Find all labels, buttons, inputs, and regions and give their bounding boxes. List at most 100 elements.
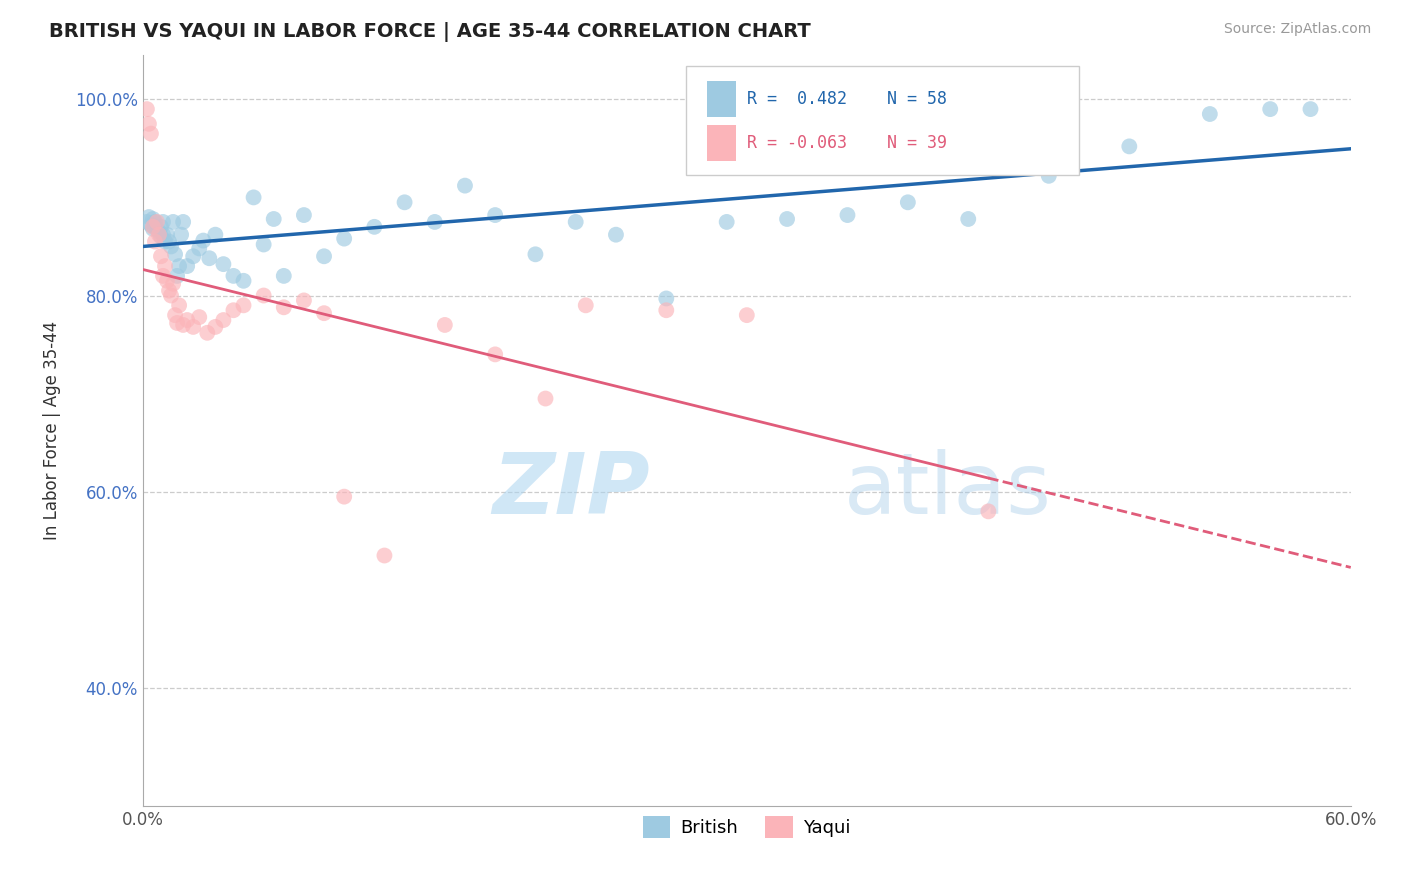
Point	[166, 316, 188, 330]
Point	[165, 308, 187, 322]
Point	[716, 215, 738, 229]
Point	[156, 227, 179, 242]
Point	[373, 549, 395, 563]
Point	[212, 257, 235, 271]
Point	[181, 319, 204, 334]
Point	[162, 277, 184, 291]
Point	[157, 284, 180, 298]
Point	[152, 227, 174, 242]
Point	[157, 235, 180, 249]
Point	[138, 210, 160, 224]
Point	[484, 208, 506, 222]
Point	[156, 274, 179, 288]
Point	[253, 237, 276, 252]
Point	[484, 347, 506, 361]
Text: ZIP: ZIP	[492, 449, 650, 532]
Bar	[707, 125, 735, 161]
Point	[222, 303, 245, 318]
Point	[1118, 139, 1140, 153]
Point	[150, 219, 173, 234]
Point	[139, 127, 162, 141]
Bar	[707, 81, 735, 118]
Point	[148, 225, 170, 239]
Point	[142, 219, 165, 234]
Text: Source: ZipAtlas.com: Source: ZipAtlas.com	[1223, 22, 1371, 37]
Point	[605, 227, 627, 242]
Point	[655, 292, 678, 306]
Point	[146, 222, 169, 236]
Point	[153, 259, 176, 273]
Point	[162, 215, 184, 229]
FancyBboxPatch shape	[686, 66, 1078, 175]
Point	[176, 313, 198, 327]
Point	[139, 218, 162, 232]
Point	[534, 392, 557, 406]
Point	[524, 247, 547, 261]
Point	[394, 195, 416, 210]
Point	[167, 259, 190, 273]
Text: atlas: atlas	[844, 449, 1052, 532]
Point	[977, 504, 1000, 518]
Point	[232, 298, 254, 312]
Point	[655, 303, 678, 318]
Point	[1198, 107, 1220, 121]
Point	[423, 215, 446, 229]
Text: R = -0.063    N = 39: R = -0.063 N = 39	[747, 134, 946, 152]
Point	[188, 310, 211, 324]
Text: BRITISH VS YAQUI IN LABOR FORCE | AGE 35-44 CORRELATION CHART: BRITISH VS YAQUI IN LABOR FORCE | AGE 35…	[49, 22, 811, 42]
Text: R =  0.482    N = 58: R = 0.482 N = 58	[747, 90, 946, 109]
Point	[160, 239, 183, 253]
Point	[153, 235, 176, 249]
Point	[188, 242, 211, 256]
Point	[333, 232, 356, 246]
Point	[292, 208, 315, 222]
Point	[152, 215, 174, 229]
Point	[1258, 102, 1281, 116]
Point	[204, 227, 226, 242]
Point	[263, 212, 285, 227]
Point	[273, 300, 295, 314]
Point	[1038, 169, 1060, 183]
Point	[181, 249, 204, 263]
Point	[165, 247, 187, 261]
Point	[195, 326, 218, 340]
Point	[166, 268, 188, 283]
Point	[167, 298, 190, 312]
Point	[837, 208, 859, 222]
Point	[150, 249, 173, 263]
Point	[142, 212, 165, 227]
Y-axis label: In Labor Force | Age 35-44: In Labor Force | Age 35-44	[44, 321, 60, 540]
Point	[172, 215, 194, 229]
Legend: British, Yaqui: British, Yaqui	[636, 809, 858, 846]
Point	[148, 227, 170, 242]
Point	[776, 212, 799, 227]
Point	[143, 215, 166, 229]
Point	[232, 274, 254, 288]
Point	[222, 268, 245, 283]
Point	[312, 306, 335, 320]
Point	[1299, 102, 1322, 116]
Point	[564, 215, 586, 229]
Point	[204, 319, 226, 334]
Point	[957, 212, 980, 227]
Point	[170, 227, 193, 242]
Point	[312, 249, 335, 263]
Point	[135, 102, 157, 116]
Point	[433, 318, 456, 332]
Point	[363, 219, 385, 234]
Point	[193, 234, 215, 248]
Point	[897, 195, 920, 210]
Point	[160, 288, 183, 302]
Point	[135, 215, 157, 229]
Point	[212, 313, 235, 327]
Point	[735, 308, 758, 322]
Point	[176, 259, 198, 273]
Point	[146, 215, 169, 229]
Point	[138, 117, 160, 131]
Point	[454, 178, 477, 193]
Point	[143, 219, 166, 234]
Point	[142, 222, 165, 236]
Point	[242, 190, 264, 204]
Point	[152, 268, 174, 283]
Point	[198, 251, 221, 265]
